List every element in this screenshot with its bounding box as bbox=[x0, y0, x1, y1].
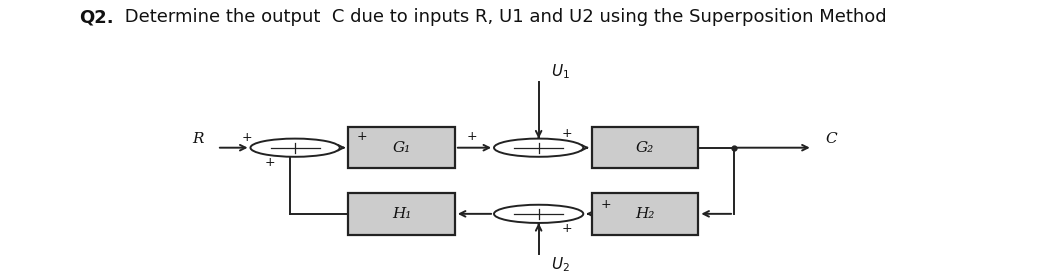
Text: +: + bbox=[561, 127, 573, 140]
Text: $U_2$: $U_2$ bbox=[551, 255, 570, 272]
Circle shape bbox=[494, 205, 583, 223]
Text: +: + bbox=[357, 130, 368, 143]
Text: H₁: H₁ bbox=[392, 207, 411, 221]
Text: C: C bbox=[826, 132, 837, 146]
Text: +: + bbox=[264, 156, 275, 169]
Text: +: + bbox=[242, 131, 253, 144]
Text: R: R bbox=[192, 132, 204, 146]
Text: H₂: H₂ bbox=[635, 207, 655, 221]
Circle shape bbox=[251, 139, 339, 157]
FancyBboxPatch shape bbox=[592, 127, 699, 168]
Text: +: + bbox=[600, 198, 611, 211]
Text: G₁: G₁ bbox=[392, 141, 411, 155]
Text: +: + bbox=[466, 130, 477, 143]
FancyBboxPatch shape bbox=[349, 127, 455, 168]
Text: +: + bbox=[561, 222, 573, 235]
FancyBboxPatch shape bbox=[349, 193, 455, 234]
Text: Q2.: Q2. bbox=[79, 8, 114, 26]
Text: $U_1$: $U_1$ bbox=[551, 62, 570, 81]
Circle shape bbox=[494, 139, 583, 157]
Text: G₂: G₂ bbox=[636, 141, 654, 155]
Text: Determine the output  C due to inputs R, U1 and U2 using the Superposition Metho: Determine the output C due to inputs R, … bbox=[119, 8, 887, 26]
FancyBboxPatch shape bbox=[592, 193, 699, 234]
